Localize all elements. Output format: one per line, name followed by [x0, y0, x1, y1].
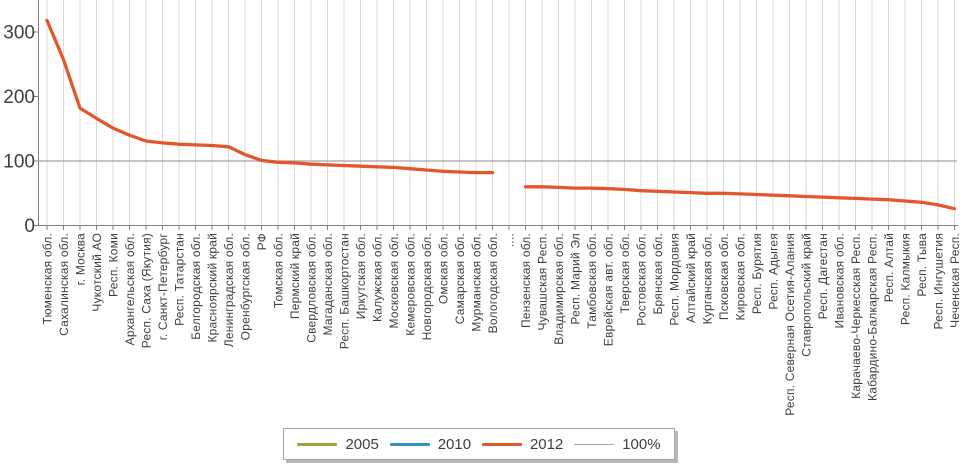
x-axis-label: Респ. Адыгея	[767, 233, 781, 310]
x-axis-label: Респ. Татарстан	[173, 233, 187, 326]
x-axis-label: Чеченская Респ.	[948, 233, 962, 328]
legend-label: 2012	[529, 435, 564, 453]
legend-item-2005: 2005	[297, 435, 379, 453]
x-axis-label: Ростовская обл.	[635, 233, 649, 326]
legend-label: 2010	[437, 435, 472, 453]
x-axis-label: Брянская обл.	[651, 233, 665, 315]
legend-item-2010: 2010	[389, 435, 472, 453]
x-axis-label: Владимирская обл.	[552, 233, 566, 345]
x-axis-label: Респ. Коми	[107, 233, 121, 297]
x-axis-label: Респ. Ингушетия	[932, 233, 946, 330]
x-axis-label: Алтайский край	[684, 233, 698, 323]
x-axis-label: Карачаево-Черкесская Респ.	[849, 233, 863, 399]
x-axis-label: Респ. Бурятия	[750, 233, 764, 314]
legend-item-2012: 2012	[481, 435, 564, 453]
x-axis-label: Чукотский АО	[90, 233, 104, 312]
x-axis-label: Респ. Башкортостан	[338, 233, 352, 349]
y-axis-label: 0	[24, 216, 35, 237]
x-axis-label: Вологодская обл.	[486, 233, 500, 333]
x-axis-label: Оренбургская обл.	[239, 233, 253, 340]
x-axis-label: Красноярский край	[206, 233, 220, 343]
x-axis-label: Пермский край	[288, 233, 302, 319]
x-axis-label: Тверская обл.	[618, 233, 632, 313]
x-axis-label: Ивановская обл.	[833, 233, 847, 328]
legend-item-100pct: 100%	[574, 435, 661, 453]
x-axis-label: Респ. Тыва	[915, 233, 929, 297]
x-axis-label: Респ. Мордовия	[668, 233, 682, 326]
x-axis-label: г. Москва	[74, 233, 88, 285]
x-axis-label: Респ. Северная Осетия-Алания	[783, 233, 797, 416]
chart-legend: 2005 2010 2012 100%	[283, 428, 675, 460]
x-axis-label: Респ. Саха (Якутия)	[140, 233, 154, 348]
x-axis-label: ....	[503, 233, 517, 247]
x-axis-label: Псковская обл.	[717, 233, 731, 320]
x-axis-label: Тюменская обл.	[41, 233, 55, 324]
x-axis-label: Кабардино-Балкарская Респ.	[866, 233, 880, 401]
x-axis-label: Томская обл.	[272, 233, 286, 308]
y-axis-label: 200	[3, 87, 35, 108]
legend-label: 2005	[345, 435, 379, 453]
x-axis-label: Сахалинская обл.	[57, 233, 71, 336]
x-axis-label: Калужская обл.	[371, 233, 385, 322]
x-axis-label: Белгородская обл.	[189, 233, 203, 340]
x-axis-label: Респ. Калмыкия	[899, 233, 913, 325]
x-axis-label: Чувашская Респ.	[536, 233, 550, 331]
y-axis-label: 300	[3, 23, 35, 44]
x-axis-label: Пензенская обл.	[519, 233, 533, 328]
x-axis-label: Самарская обл.	[453, 233, 467, 324]
x-axis-label: Респ. Марий Эл	[569, 233, 583, 325]
x-axis-label: РФ	[255, 233, 269, 250]
x-axis-label: Курганская обл.	[701, 233, 715, 324]
x-axis-label: Респ. Дагестан	[816, 233, 830, 319]
legend-line-swatch	[574, 443, 615, 445]
x-axis-label: Ленинградская обл.	[222, 233, 236, 347]
x-axis-label: Омская обл.	[437, 233, 451, 304]
legend-line-swatch	[297, 442, 338, 446]
legend-label: 100%	[622, 435, 661, 453]
x-axis-label: Иркутская обл.	[354, 233, 368, 319]
x-axis-label: Тамбовская обл.	[585, 233, 599, 329]
x-axis-label: Ставропольский край	[800, 233, 814, 357]
x-axis-label: Магаданская обл.	[321, 233, 335, 335]
y-axis-label: 100	[3, 152, 35, 173]
x-axis-label: Новгородская обл.	[420, 233, 434, 340]
x-axis-label: Московская обл.	[387, 233, 401, 328]
x-axis-label: Кемеровская обл.	[404, 233, 418, 336]
x-axis-label: Еврейская авт. обл.	[602, 233, 616, 346]
x-axis-label: Свердловская обл.	[305, 233, 319, 343]
x-axis-label: г. Санкт-Петербург	[156, 233, 170, 341]
legend-line-swatch	[389, 442, 430, 446]
x-axis-label: Архангельская обл.	[123, 233, 137, 345]
series-line-2012	[45, 18, 957, 211]
x-axis-label: Кировская обл.	[734, 233, 748, 320]
x-axis-label: Респ. Алтай	[882, 233, 896, 302]
x-axis-label: Мурманская обл.	[470, 233, 484, 332]
legend-line-swatch	[481, 442, 522, 446]
